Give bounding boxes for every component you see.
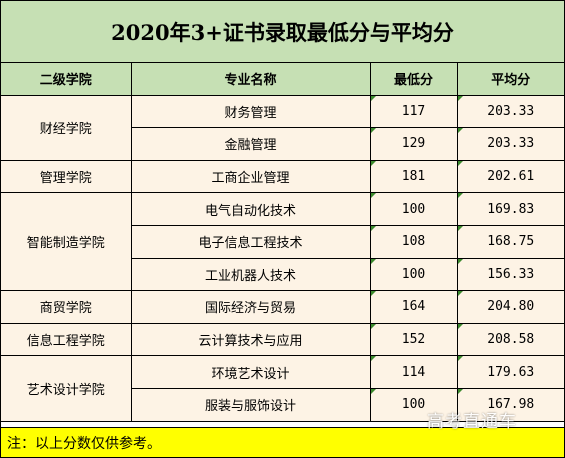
college-cell: 艺术设计学院	[1, 355, 132, 422]
major-cell: 国际经济与贸易	[130, 290, 371, 324]
table-row: 信息工程学院 云计算技术与应用 152 208.58	[1, 322, 564, 357]
header-major: 专业名称	[130, 63, 371, 96]
header-avg-score: 平均分	[456, 63, 564, 96]
min-score-cell: 164	[369, 290, 458, 324]
major-cell: 电子信息工程技术	[131, 224, 371, 259]
avg-score-cell: 203.33	[456, 127, 564, 161]
table-row: 服装与服饰设计 100 167.98	[1, 387, 564, 422]
min-score-cell: 100	[369, 387, 458, 422]
min-score-cell: 100	[369, 257, 458, 292]
major-cell: 电气自动化技术	[130, 192, 371, 226]
table-title: 2020年3+证书录取最低分与平均分	[1, 1, 564, 63]
table-row: 商贸学院 国际经济与贸易 164 204.80	[1, 290, 564, 324]
min-score-cell: 100	[369, 192, 458, 226]
college-cell: 管理学院	[1, 159, 132, 194]
min-score-cell: 152	[369, 322, 458, 357]
watermark-text: 高考直通车	[427, 412, 517, 432]
table-row: 财经学院 财务管理 117 203.33	[1, 94, 564, 161]
min-score-cell: 129	[369, 127, 458, 161]
major-cell: 财务管理	[130, 94, 371, 129]
major-cell: 云计算技术与应用	[130, 322, 371, 357]
college-cell: 智能制造学院	[1, 192, 132, 292]
min-score-cell: 181	[369, 159, 458, 194]
major-cell: 工业机器人技术	[131, 257, 371, 292]
avg-score-cell: 168.75	[456, 224, 564, 259]
header-college: 二级学院	[1, 63, 132, 96]
major-cell: 工商企业管理	[130, 159, 371, 194]
avg-score-cell: 208.58	[456, 322, 564, 357]
college-cell: 财经学院	[1, 94, 132, 161]
min-score-cell: 114	[369, 355, 458, 389]
college-cell: 信息工程学院	[1, 322, 132, 357]
major-cell: 服装与服饰设计	[131, 387, 371, 422]
avg-score-cell: 203.33	[456, 94, 564, 129]
avg-score-cell: 202.61	[456, 159, 564, 194]
avg-score-cell: 167.98	[456, 387, 564, 422]
header-min-score: 最低分	[369, 63, 458, 96]
avg-score-cell: 179.63	[456, 355, 564, 389]
min-score-cell: 117	[369, 94, 458, 129]
major-cell: 金融管理	[131, 127, 371, 161]
table-row: 艺术设计学院 环境艺术设计 114 179.63	[1, 355, 564, 422]
header-row: 二级学院 专业名称 最低分 平均分	[1, 63, 564, 96]
avg-score-cell: 204.80	[456, 290, 564, 324]
avg-score-cell: 156.33	[456, 257, 564, 292]
score-table: 二级学院 专业名称 最低分 平均分 财经学院 财务管理 117 203.33 金…	[1, 63, 564, 422]
table-row: 管理学院 工商企业管理 181 202.61	[1, 159, 564, 194]
table-row: 工业机器人技术 100 156.33	[1, 257, 564, 292]
min-score-cell: 108	[369, 224, 458, 259]
major-cell: 环境艺术设计	[130, 355, 371, 389]
table-row: 智能制造学院 电气自动化技术 100 169.83	[1, 192, 564, 292]
college-cell: 商贸学院	[1, 290, 132, 324]
avg-score-cell: 169.83	[456, 192, 564, 226]
footnote: 注：以上分数仅供参考。	[1, 427, 564, 457]
table-row: 电子信息工程技术 108 168.75	[1, 224, 564, 259]
